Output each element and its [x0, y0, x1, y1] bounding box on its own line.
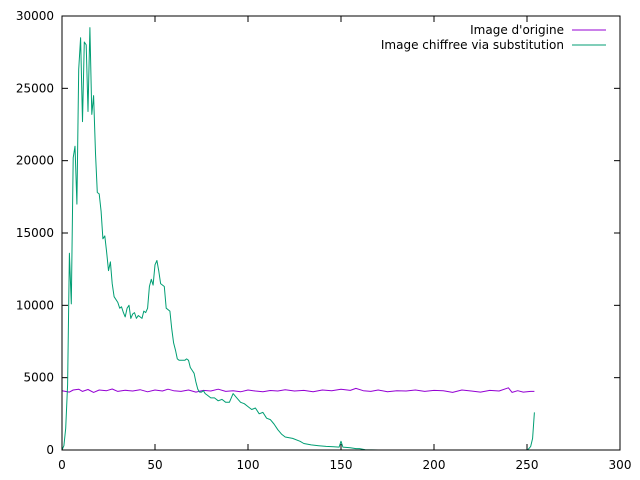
- x-tick-label: 100: [237, 458, 260, 472]
- axis-ticks: 0 50 100 150 200 250 300 0 5000 10000 15000 20000 25…: [16, 9, 632, 472]
- y-tick-label: 20000: [16, 154, 54, 168]
- x-tick-label: 250: [516, 458, 539, 472]
- y-tick-label: 25000: [16, 81, 54, 95]
- y-tick-label: 15000: [16, 226, 54, 240]
- plot-frame: [61, 15, 621, 451]
- series-layer: [61, 27, 535, 451]
- legend-label: Image chiffree via substitution: [381, 38, 564, 52]
- x-tick-label: 300: [609, 458, 632, 472]
- x-tick-label: 200: [423, 458, 446, 472]
- y-tick-label: 30000: [16, 9, 54, 23]
- x-tick-label: 0: [58, 458, 66, 472]
- series-line-2: [61, 27, 535, 451]
- x-tick-label: 150: [330, 458, 353, 472]
- legend-label: Image d'origine: [470, 23, 564, 37]
- y-tick-label: 10000: [16, 298, 54, 312]
- series-line-1: [61, 387, 535, 393]
- x-tick-label: 50: [147, 458, 162, 472]
- y-tick-label: 5000: [23, 371, 54, 385]
- y-tick-label: 0: [46, 443, 54, 457]
